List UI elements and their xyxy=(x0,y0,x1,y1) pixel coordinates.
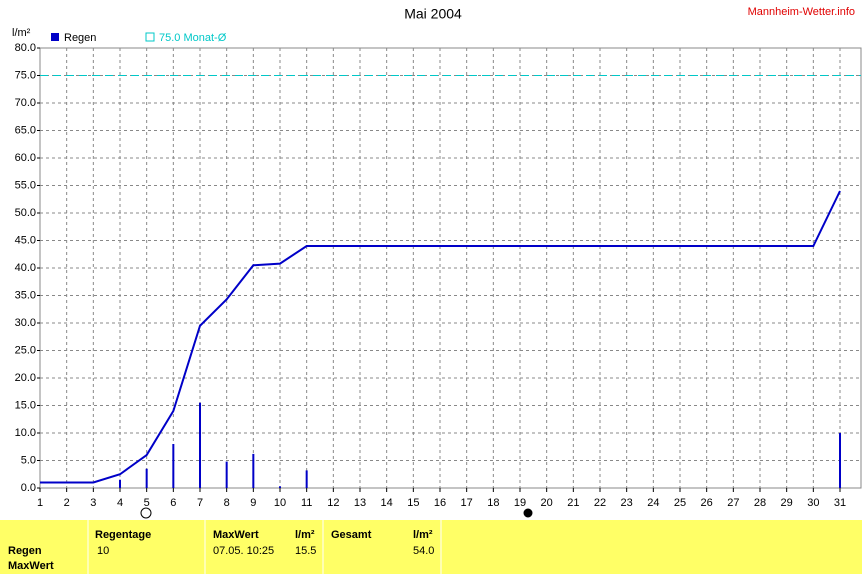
x-tick-label: 9 xyxy=(250,497,256,509)
y-tick-label: 5.0 xyxy=(21,454,36,466)
x-tick-label: 2 xyxy=(64,497,70,509)
x-tick-label: 11 xyxy=(301,497,312,509)
x-tick-label: 5 xyxy=(144,497,150,509)
x-tick-label: 19 xyxy=(514,497,526,509)
row-label: Regen xyxy=(8,545,42,557)
row-label: MaxWert xyxy=(8,560,54,572)
x-tick-label: 25 xyxy=(674,497,686,509)
bar xyxy=(839,433,841,488)
y-tick-label: 60.0 xyxy=(15,152,36,164)
x-tick-label: 12 xyxy=(327,497,339,509)
y-tick-label: 30.0 xyxy=(15,317,36,329)
x-tick-label: 8 xyxy=(224,497,230,509)
y-tick-label: 55.0 xyxy=(15,179,36,191)
legend-swatch xyxy=(51,33,59,41)
table-value: 54.0 xyxy=(413,545,434,557)
y-axis-label: l/m² xyxy=(12,27,31,39)
x-tick-label: 17 xyxy=(461,497,473,509)
table-header: MaxWert xyxy=(213,529,259,541)
x-tick-label: 24 xyxy=(647,497,659,509)
table-header: l/m² xyxy=(413,529,433,541)
y-tick-label: 70.0 xyxy=(15,97,36,109)
y-tick-label: 65.0 xyxy=(15,124,36,136)
bar xyxy=(145,468,148,488)
x-tick-label: 21 xyxy=(567,497,579,509)
y-tick-label: 80.0 xyxy=(15,42,36,54)
x-tick-label: 26 xyxy=(701,497,713,509)
legend-swatch xyxy=(145,32,155,42)
x-tick-label: 14 xyxy=(381,497,393,509)
x-tick-label: 30 xyxy=(807,497,819,509)
y-tick-label: 20.0 xyxy=(15,372,36,384)
bar xyxy=(252,453,255,488)
bar xyxy=(119,479,121,488)
y-tick-label: 0.0 xyxy=(21,482,36,494)
y-tick-label: 40.0 xyxy=(15,262,36,274)
table-value: 10 xyxy=(97,545,109,557)
x-tick-label: 13 xyxy=(354,497,366,509)
chart-title: Mai 2004 xyxy=(404,6,462,22)
x-tick-label: 1 xyxy=(37,497,43,509)
x-tick-label: 3 xyxy=(90,497,96,509)
x-tick-label: 22 xyxy=(594,497,606,509)
x-tick-label: 27 xyxy=(727,497,739,509)
source: Mannheim-Wetter.info xyxy=(748,6,855,18)
cumulative-line xyxy=(40,190,841,484)
table-header: Gesamt xyxy=(331,529,372,541)
bar xyxy=(172,444,175,488)
legend-label: 75.0 Monat-Ø xyxy=(159,32,227,44)
x-tick-label: 4 xyxy=(117,497,123,509)
y-tick-label: 50.0 xyxy=(15,207,36,219)
x-tick-label: 31 xyxy=(834,497,846,509)
stats-panel xyxy=(0,520,862,574)
y-tick-label: 10.0 xyxy=(15,427,36,439)
table-header: Regentage xyxy=(95,529,151,541)
table-value: 07.05. 10:25 xyxy=(213,545,274,557)
x-tick-label: 15 xyxy=(407,497,419,509)
x-tick-label: 16 xyxy=(434,497,446,509)
x-tick-label: 20 xyxy=(541,497,553,509)
x-tick-label: 23 xyxy=(621,497,633,509)
moon-icon xyxy=(140,507,152,519)
moon-icon xyxy=(523,508,533,518)
x-tick-label: 7 xyxy=(197,497,203,509)
y-tick-label: 25.0 xyxy=(15,344,36,356)
y-tick-label: 45.0 xyxy=(15,234,36,246)
x-tick-label: 18 xyxy=(487,497,499,509)
legend-label: Regen xyxy=(64,32,96,44)
y-tick-label: 15.0 xyxy=(15,399,36,411)
table-value: 15.5 xyxy=(295,545,316,557)
bar xyxy=(305,470,308,488)
x-tick-label: 29 xyxy=(781,497,793,509)
x-tick-label: 6 xyxy=(170,497,176,509)
x-tick-label: 10 xyxy=(274,497,286,509)
bar xyxy=(199,402,201,488)
y-tick-label: 75.0 xyxy=(15,69,36,81)
table-header: l/m² xyxy=(295,529,315,541)
bar xyxy=(279,486,281,488)
bar xyxy=(225,461,228,488)
x-tick-label: 28 xyxy=(754,497,766,509)
y-tick-label: 35.0 xyxy=(15,289,36,301)
